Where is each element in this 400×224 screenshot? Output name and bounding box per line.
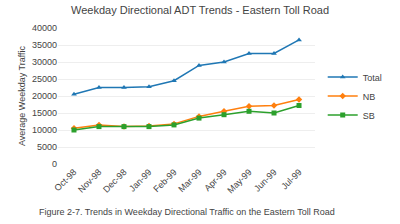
svg-text:Feb-99: Feb-99 [151,167,178,194]
svg-text:0: 0 [52,159,57,169]
svg-text:15000: 15000 [32,108,57,118]
svg-text:40000: 40000 [32,23,57,33]
svg-text:35000: 35000 [32,40,57,50]
svg-text:Jan-99: Jan-99 [127,167,154,194]
svg-text:Total: Total [363,73,382,83]
svg-text:20000: 20000 [32,91,57,101]
svg-text:25000: 25000 [32,74,57,84]
svg-text:30000: 30000 [32,57,57,67]
svg-text:Figure 2-7. Trends in Weekday: Figure 2-7. Trends in Weekday Directiona… [39,207,335,217]
svg-text:Average Weekday Traffic: Average Weekday Traffic [17,45,27,146]
svg-text:Dec-98: Dec-98 [101,167,129,195]
svg-text:10000: 10000 [32,125,57,135]
svg-text:NB: NB [363,92,376,102]
svg-text:Oct-98: Oct-98 [52,167,78,193]
svg-text:Weekday Directional ADT Trends: Weekday Directional ADT Trends - Eastern… [71,4,329,16]
svg-text:SB: SB [363,111,375,121]
svg-text:Jul-99: Jul-99 [279,167,303,191]
svg-text:Apr-99: Apr-99 [202,167,228,193]
svg-text:Nov-98: Nov-98 [76,167,104,195]
svg-text:Jun-99: Jun-99 [252,167,279,194]
svg-text:May-99: May-99 [225,167,253,195]
svg-text:Mar-99: Mar-99 [176,167,203,194]
svg-text:5000: 5000 [37,142,57,152]
